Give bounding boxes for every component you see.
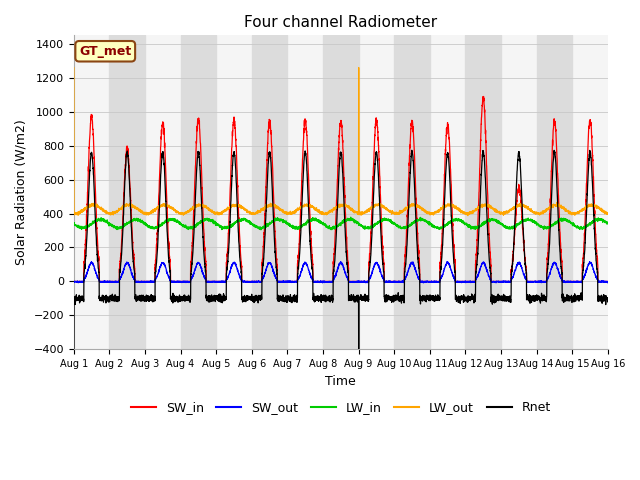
Bar <box>465 36 501 349</box>
Text: GT_met: GT_met <box>79 45 131 58</box>
Legend: SW_in, SW_out, LW_in, LW_out, Rnet: SW_in, SW_out, LW_in, LW_out, Rnet <box>126 396 556 420</box>
Y-axis label: Solar Radiation (W/m2): Solar Radiation (W/m2) <box>15 120 28 265</box>
Bar <box>394 36 430 349</box>
Bar <box>323 36 358 349</box>
Bar <box>180 36 216 349</box>
Bar <box>109 36 145 349</box>
Bar <box>536 36 572 349</box>
Bar <box>252 36 287 349</box>
Title: Four channel Radiometer: Four channel Radiometer <box>244 15 437 30</box>
X-axis label: Time: Time <box>325 374 356 387</box>
